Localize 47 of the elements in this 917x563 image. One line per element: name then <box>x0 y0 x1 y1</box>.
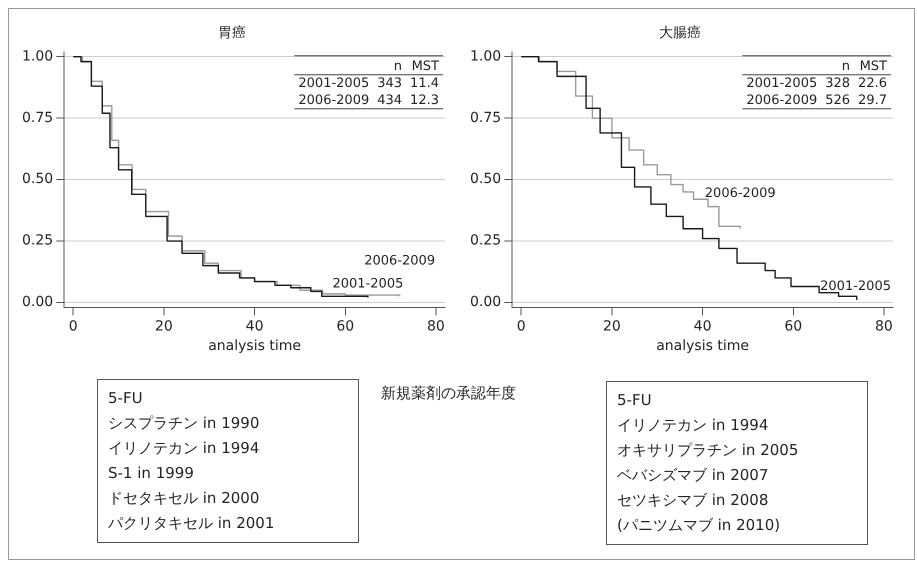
annotation: 2001-2005 328 22.6 <box>746 76 887 91</box>
annotation: n MST <box>394 58 440 74</box>
x-tick-label: 40 <box>246 318 264 334</box>
text: (パニツムマブ in 2010) <box>617 515 782 536</box>
chart-title: 大腸癌 <box>659 25 701 42</box>
x-tick-label: 60 <box>336 318 354 334</box>
y-tick-label: 0.25 <box>22 232 54 249</box>
series-label: 2006-2009 <box>704 186 776 201</box>
series-label: 2001-2005 <box>332 276 404 292</box>
text: 2006-2009 <box>364 253 436 268</box>
text: 新規薬剤の承認年度 <box>381 383 516 404</box>
y-tick-label: 0.50 <box>470 171 502 188</box>
annotation: 2006-2009 434 12.3 <box>298 92 439 108</box>
text: オキサリプラチン in 2005 <box>617 440 800 461</box>
annotation: n MST <box>842 58 888 74</box>
x-tick-label: 40 <box>694 318 712 334</box>
y-tick-label: 0.75 <box>22 110 54 126</box>
text: ベバシズマブ in 2007 <box>617 465 770 486</box>
x-tick-label: 20 <box>603 318 621 334</box>
text: S-1 in 1999 <box>108 463 195 484</box>
y-tick-label: 1.00 <box>22 48 54 64</box>
x-axis-title: analysis time <box>208 338 301 354</box>
text: 5-FU <box>108 388 144 409</box>
y-tick-label: 0.50 <box>22 171 54 188</box>
text: ドセタキセル in 2000 <box>108 488 260 509</box>
chart-title: 胃癌 <box>218 25 246 42</box>
y-tick-label: 0.25 <box>470 232 502 249</box>
text: シスプラチン in 1990 <box>108 413 260 434</box>
x-tick-label: 0 <box>68 318 78 334</box>
y-tick-label: 1.00 <box>470 48 502 64</box>
x-axis-title: analysis time <box>656 338 749 354</box>
x-tick-label: 20 <box>155 318 173 334</box>
y-tick-label: 0.75 <box>470 110 502 126</box>
x-tick-label: 80 <box>427 318 445 334</box>
x-tick-label: 0 <box>516 318 526 334</box>
text: 5-FU <box>617 390 653 411</box>
x-tick-label: 60 <box>784 318 802 334</box>
text: イリノテカン in 1994 <box>108 438 260 459</box>
annotation: 2001-2005 343 11.4 <box>298 76 439 91</box>
y-tick-label: 0.00 <box>22 294 54 310</box>
text: パクリタキセル in 2001 <box>108 513 276 534</box>
annotation: 2006-2009 526 29.7 <box>746 92 887 108</box>
text: セツキシマブ in 2008 <box>617 490 770 511</box>
x-tick-label: 80 <box>875 318 893 334</box>
y-tick-label: 0.00 <box>470 294 502 310</box>
text: イリノテカン in 1994 <box>617 415 770 436</box>
series-label: 2001-2005 <box>820 279 891 294</box>
